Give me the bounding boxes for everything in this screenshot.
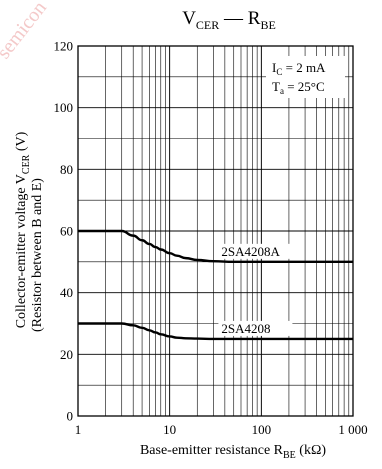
- x-tick-label: 1: [75, 422, 82, 437]
- y-tick-label: 20: [60, 347, 73, 362]
- y-tick-label: 120: [54, 39, 74, 54]
- condition-ic: IC = 2 mA: [272, 60, 326, 77]
- series-label-2SA4208A: 2SA4208A: [221, 244, 280, 259]
- condition-ta: Ta = 25°C: [272, 79, 325, 96]
- series-label-2SA4208: 2SA4208: [221, 321, 270, 336]
- x-tick-labels: 1 10 100 1 000: [75, 422, 368, 437]
- y-tick-label: 0: [67, 409, 74, 424]
- conditions-box: [266, 56, 345, 98]
- y-tick-label: 80: [60, 162, 73, 177]
- y-tick-labels: 0 20 40 60 80 100 120: [54, 39, 74, 424]
- watermark: semicon: [0, 0, 51, 63]
- y-axis-label-line2: (Resistor between B and E): [30, 178, 45, 332]
- series-label-bg: [218, 320, 293, 336]
- y-axis-label-line1: Collector-emitter voltage VCER (V): [14, 131, 32, 328]
- series-line-2SA4208A: [78, 229, 353, 264]
- chart-title: VCER — RBE: [182, 8, 276, 32]
- x-axis-label: Base-emitter resistance RBE (kΩ): [140, 443, 326, 461]
- plot-frame: [77, 45, 354, 417]
- x-tick-label: 1 000: [338, 422, 367, 437]
- y-tick-label: 40: [60, 285, 73, 300]
- x-tick-label: 100: [252, 422, 272, 437]
- y-tick-label: 100: [54, 100, 74, 115]
- series-layer: 2SA4208A 2SA4208: [78, 229, 353, 341]
- series-label-bg: [218, 243, 293, 259]
- series-line-2SA4208: [78, 322, 353, 341]
- y-tick-label: 60: [60, 224, 73, 239]
- x-tick-label: 10: [163, 422, 176, 437]
